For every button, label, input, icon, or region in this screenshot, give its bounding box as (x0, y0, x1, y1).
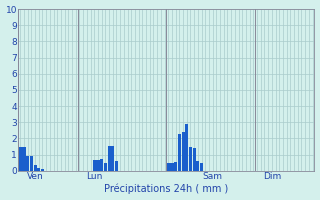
Bar (196, 161, 199, 171)
X-axis label: Précipitations 24h ( mm ): Précipitations 24h ( mm ) (104, 184, 228, 194)
Bar (34, 165, 37, 171)
Bar (108, 146, 111, 171)
Bar (189, 147, 192, 171)
Bar (19, 147, 22, 171)
Bar (41, 169, 44, 171)
Bar (174, 162, 177, 171)
Bar (181, 132, 185, 171)
Bar (22, 147, 26, 171)
Bar (185, 124, 188, 171)
Bar (167, 163, 170, 171)
Bar (96, 160, 100, 171)
Bar (178, 134, 181, 171)
Bar (115, 161, 118, 171)
Bar (26, 156, 29, 171)
Bar (111, 146, 114, 171)
Bar (104, 163, 107, 171)
Bar (100, 159, 103, 171)
Bar (171, 163, 173, 171)
Bar (30, 156, 33, 171)
Bar (37, 168, 40, 171)
Bar (193, 148, 196, 171)
Bar (200, 163, 203, 171)
Bar (93, 160, 96, 171)
